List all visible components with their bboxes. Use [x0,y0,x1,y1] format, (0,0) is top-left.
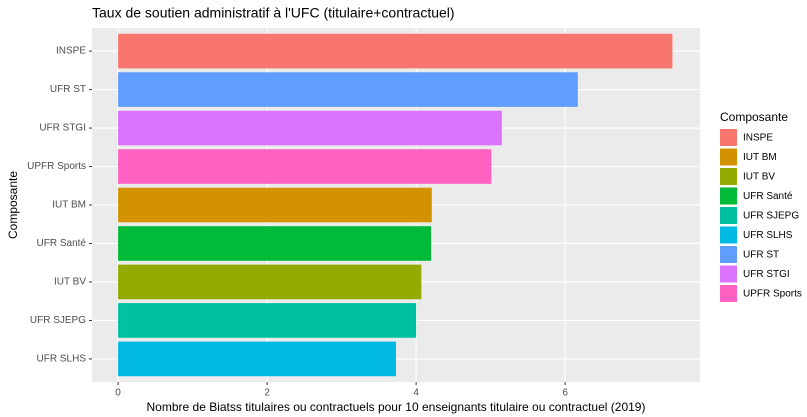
y-tick-label: IUT BM [52,200,86,211]
x-tick-label: 0 [115,388,121,399]
x-tick-label: 2 [264,388,270,399]
bar [118,226,432,261]
y-tick-label: UFR Santé [37,238,87,249]
legend-label: UFR SJEPG [743,211,799,222]
legend-title: Composante [720,110,788,124]
legend-swatch [720,226,737,244]
y-tick-label: INSPE [56,46,86,57]
y-tick-label: IUT BV [54,277,86,288]
legend-swatch [720,148,737,166]
legend-swatch [720,168,737,185]
bar [118,303,417,338]
legend-swatch [720,246,737,263]
chart-title: Taux de soutien administratif à l'UFC (t… [92,5,455,21]
legend-label: UFR ST [743,250,779,261]
y-axis-title: Composante [6,171,20,239]
bar [118,264,422,300]
bar [118,341,396,377]
x-tick-label: 4 [413,388,419,399]
legend-label: UFR STGI [743,269,790,280]
y-tick-label: UFR SJEPG [30,315,86,326]
y-tick-label: UPFR Sports [27,161,86,172]
y-tick-label: UFR ST [50,84,86,95]
legend-swatch [720,285,737,302]
legend-label: UPFR Sports [743,289,802,300]
x-axis-title: Nombre de Biatss titulaires ou contractu… [147,400,646,414]
bar [118,149,492,184]
y-tick-label: UFR STGI [39,123,86,134]
bar [118,110,502,146]
bar [118,187,432,223]
legend-label: IUT BV [743,172,775,183]
legend-label: IUT BM [743,152,777,163]
legend-label: UFR SLHS [743,230,793,241]
y-tick-label: UFR SLHS [37,354,87,365]
legend-label: INSPE [743,133,773,144]
x-tick-label: 6 [562,388,568,399]
bar [118,72,578,107]
legend-swatch [720,207,737,224]
legend-label: UFR Santé [743,191,793,202]
bar [118,33,673,69]
legend-swatch [720,187,737,205]
legend-swatch [720,265,737,283]
legend-swatch [720,129,737,146]
